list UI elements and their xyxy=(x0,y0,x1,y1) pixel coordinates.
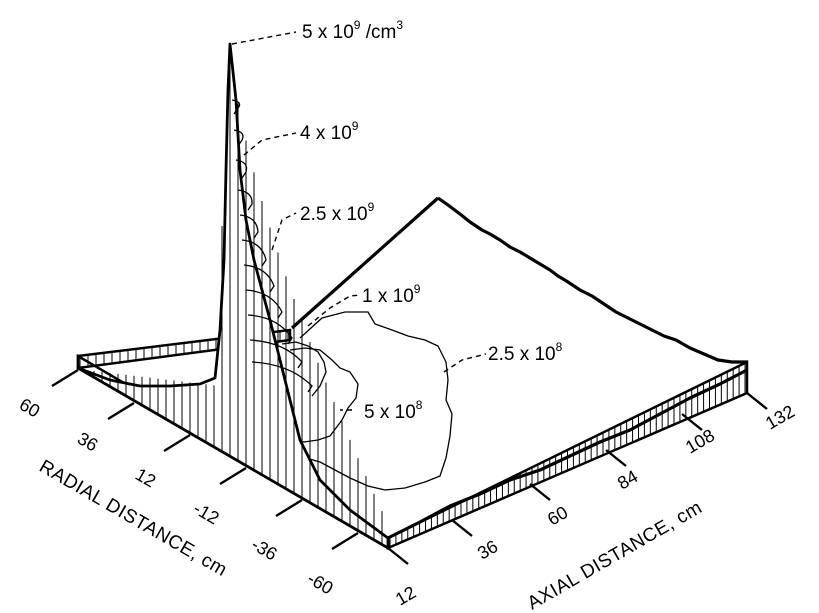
contour-lines xyxy=(281,311,453,491)
label-1e9: 1 x 109 xyxy=(362,282,421,307)
contour-ring xyxy=(233,129,244,147)
contour-ring xyxy=(249,339,303,369)
contour-labels: 5 x 109 /cm3 4 x 109 2.5 x 109 1 x 109 2… xyxy=(300,18,563,423)
radial-tick-mark xyxy=(107,401,135,421)
peak-vertical-hatching xyxy=(85,44,383,545)
leader-lines xyxy=(231,31,487,411)
radial-tick-neg36: -36 xyxy=(248,534,281,564)
radial-tick-mark xyxy=(275,498,303,518)
contour-ring xyxy=(231,99,241,115)
contour-ring xyxy=(235,159,248,179)
radial-tick-mark xyxy=(163,433,191,453)
axial-tick-60: 60 xyxy=(544,502,571,529)
base-plane xyxy=(76,196,749,551)
contour-ring xyxy=(237,189,253,211)
radial-tick-neg60: -60 xyxy=(304,568,337,598)
axial-tick-mark xyxy=(529,483,551,501)
axial-tick-36: 36 xyxy=(474,536,501,563)
label-peak-density: 5 x 109 /cm3 xyxy=(302,18,403,43)
contour-ring xyxy=(243,264,275,293)
contour-ring xyxy=(245,289,283,319)
radial-tick-mark xyxy=(51,368,79,388)
radial-tick-neg12: -12 xyxy=(190,498,223,528)
radial-tick-mark xyxy=(331,531,359,551)
label-4e9: 4 x 109 xyxy=(300,119,359,144)
radial-tick-12: 12 xyxy=(132,464,159,491)
axis-ticks xyxy=(51,368,768,565)
radial-tick-mark xyxy=(219,466,247,486)
axial-tick-mark xyxy=(387,547,409,565)
peak-contour-rings xyxy=(231,99,313,393)
label-5e8: 5 x 108 xyxy=(364,398,423,423)
axial-tick-132: 132 xyxy=(762,401,798,433)
density-peak xyxy=(76,42,390,550)
radial-tick-36: 36 xyxy=(74,428,101,455)
axial-tick-84: 84 xyxy=(614,466,641,493)
axial-tick-mark xyxy=(681,413,703,431)
contour-1e9 xyxy=(281,341,327,397)
axial-tick-mark xyxy=(451,519,473,537)
axial-tick-12: 12 xyxy=(392,582,419,609)
contour-ring xyxy=(241,239,267,267)
back-right-edge xyxy=(437,196,747,364)
label-2-5e8: 2.5 x 108 xyxy=(488,340,563,365)
contour-5e8 xyxy=(289,347,359,443)
contour-ring xyxy=(247,314,293,345)
contour-2-5e8 xyxy=(299,311,453,491)
contour-ring xyxy=(251,361,313,393)
axial-tick-108: 108 xyxy=(682,425,718,457)
radial-tick-60: 60 xyxy=(16,394,43,421)
axial-tick-mark xyxy=(746,392,768,410)
label-2-5e9: 2.5 x 109 xyxy=(300,200,375,225)
contour-ring xyxy=(239,214,259,239)
axial-tick-mark xyxy=(605,449,627,467)
